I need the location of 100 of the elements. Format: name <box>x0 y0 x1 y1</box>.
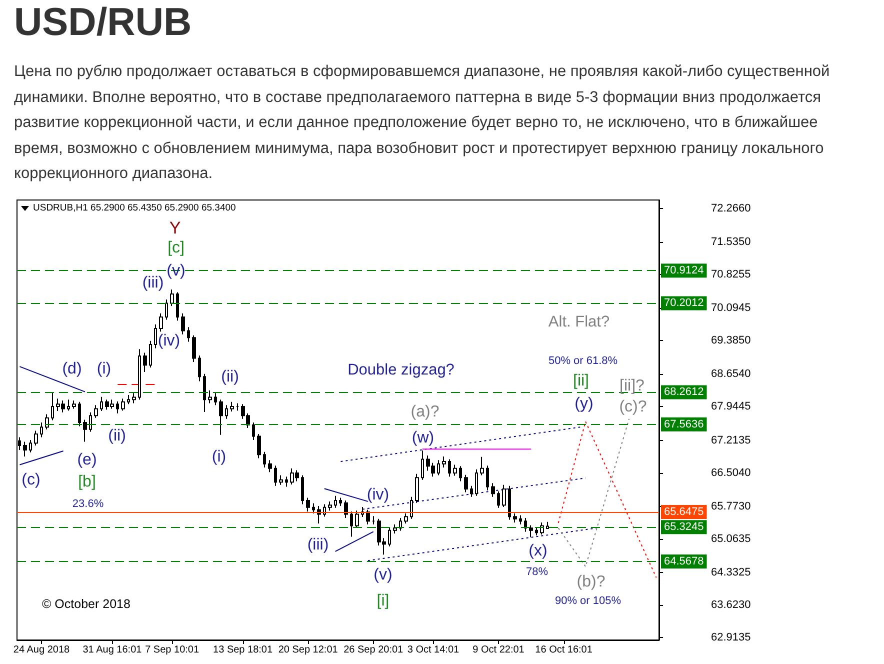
candlestick <box>257 433 261 459</box>
candlestick <box>470 485 473 498</box>
annotation: Y <box>169 218 181 238</box>
candlestick <box>268 460 272 473</box>
candlestick <box>279 474 283 486</box>
ref-line-label: 65.3245 <box>664 521 704 534</box>
candlestick <box>486 465 489 491</box>
annotation: 50% or 61.8% <box>548 355 618 367</box>
candlestick <box>502 484 506 508</box>
candlestick <box>546 521 549 530</box>
annotation: 23.6% <box>72 498 104 510</box>
y-tick-label: 67.9445 <box>711 400 751 413</box>
annotation: [ii] <box>573 372 589 390</box>
candlestick <box>159 312 163 332</box>
annotation: [b] <box>78 474 96 490</box>
candlestick <box>350 511 353 538</box>
annotation: 78% <box>526 566 548 578</box>
annotation: [c] <box>168 240 184 256</box>
candlestick <box>187 326 190 342</box>
y-tick-label: 65.0635 <box>711 532 751 545</box>
ref-line-label: 70.2012 <box>664 297 704 310</box>
candlestick <box>475 468 478 496</box>
annotation: (c)? <box>619 398 647 416</box>
candlestick <box>78 401 81 427</box>
candlestick <box>170 288 174 306</box>
candlestick <box>67 399 70 412</box>
candlestick <box>121 398 125 412</box>
candlestick <box>143 352 147 373</box>
candlestick <box>388 526 391 547</box>
annotation: (w) <box>412 430 434 446</box>
ref-line-label: 65.6475 <box>664 506 704 518</box>
y-tick-label: 68.6540 <box>711 368 751 380</box>
candlestick <box>83 419 87 442</box>
candlestick <box>181 312 185 335</box>
y-tick-label: 65.7730 <box>711 500 751 512</box>
y-tick-label: 64.3325 <box>711 566 751 578</box>
x-tick-label: 31 Aug 16:01 <box>82 644 142 656</box>
candlestick <box>40 422 43 438</box>
candlestick <box>274 465 277 486</box>
candlestick <box>89 412 92 432</box>
y-tick-label: 70.0945 <box>711 302 751 314</box>
x-tick-label: 9 Oct 22:01 <box>472 644 525 656</box>
candlestick <box>23 441 27 457</box>
candlestick <box>421 450 424 480</box>
candlestick <box>437 460 440 476</box>
candlestick <box>393 524 397 534</box>
candlestick <box>535 528 538 536</box>
candlestick <box>491 482 495 498</box>
candlestick <box>464 474 468 493</box>
candlestick <box>312 502 315 514</box>
chart-subtitle: Цена по рублю продолжает оставаться в сформировавшемся диапазоне, не проявляя какой-либо существенной динамики. Вполне вероятно, что в составе предполагаемого паттерна в виде 5-3 формации вниз продолжается развитие коррекционной части, и если данное предположение будет верно то, не исключено, что в ближайшее время, возможно с обновлением минимума, пара возобновит рост и протестирует верхнюю границу локального коррекционного диапазона. <box>14 62 831 184</box>
y-tick-label: 70.8255 <box>711 268 751 281</box>
candlestick <box>29 439 32 453</box>
candlestick <box>219 399 223 436</box>
candlestick <box>192 334 196 362</box>
y-tick-label: 67.2135 <box>711 434 751 446</box>
annotation: USDRUB,H1 65.2900 65.4350 65.2900 65.3400 <box>33 202 236 214</box>
annotation: (d) <box>62 360 82 378</box>
x-tick-label: 24 Aug 2018 <box>13 644 70 656</box>
annotation: (iii) <box>142 274 164 292</box>
candlestick <box>404 512 408 524</box>
candlestick <box>519 514 522 525</box>
candlestick <box>355 510 359 529</box>
annotation: (ii) <box>221 368 239 386</box>
candlestick <box>459 466 462 482</box>
annotation: (x) <box>528 542 548 560</box>
candlestick <box>138 348 141 400</box>
candlestick <box>448 458 451 478</box>
candlestick <box>529 524 533 538</box>
candlestick <box>127 394 130 405</box>
y-tick-label: 62.9135 <box>711 632 751 644</box>
x-tick-label: 13 Sep 18:01 <box>213 644 273 656</box>
annotation: © October 2018 <box>42 597 130 611</box>
ref-line-label: 64.5678 <box>664 556 704 568</box>
candlestick <box>214 392 217 406</box>
annotation: (iv) <box>158 332 180 350</box>
annotation: (b)? <box>576 574 606 590</box>
candlestick <box>453 464 457 476</box>
candlestick <box>100 396 103 412</box>
candlestick <box>497 490 500 508</box>
candlestick <box>328 500 332 512</box>
candlestick <box>372 516 375 525</box>
candlestick <box>165 299 168 320</box>
annotation: (i) <box>96 360 112 378</box>
candlestick <box>410 496 413 520</box>
candlestick <box>116 400 119 414</box>
candlestick <box>236 402 239 412</box>
candlestick <box>301 474 304 505</box>
candlestick <box>149 340 152 368</box>
annotation: (i) <box>212 448 226 466</box>
annotation: (v) <box>374 566 392 584</box>
candlestick <box>366 509 370 525</box>
candlestick <box>399 517 402 532</box>
x-tick-label: 20 Sep 12:01 <box>278 644 338 656</box>
candlestick <box>45 414 49 430</box>
candlestick <box>230 401 234 412</box>
candlestick <box>513 512 517 524</box>
candlestick <box>252 422 255 440</box>
x-tick-label: 3 Oct 14:01 <box>407 644 460 656</box>
annotation: [ii]? <box>620 378 645 394</box>
